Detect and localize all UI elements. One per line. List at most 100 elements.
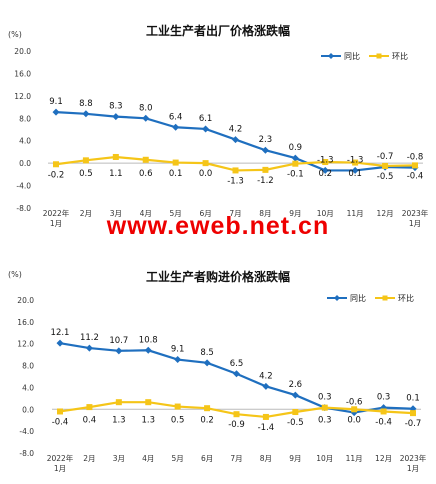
x-tick-label: 3月 [110,209,122,218]
data-label: -0.7 [405,419,422,429]
data-point-marker [262,166,269,173]
legend-label: 环比 [398,293,414,303]
data-label: 0.3 [318,393,332,403]
data-label: -1.2 [257,176,274,186]
chart-purchase-price: 工业生产者购进价格涨跌幅 (%) 20.0 16.0 12.0 8.0 4.0 0.0 -4… [0,262,436,484]
y-tick-label: 20.0 [17,296,34,305]
data-point-marker [115,399,122,406]
data-label: 9.1 [49,97,63,107]
chart-plot: 20.0 16.0 12.0 8.0 4.0 0.0 -4.0 -8.0 2022年 1月 2月 3月… [14,47,428,228]
data-point-marker [142,156,149,163]
x-tick-label: 12月 [377,209,394,218]
data-label: 10.7 [109,336,128,346]
data-label: -1.3 [227,176,244,186]
y-tick-label: 12.0 [17,340,34,349]
y-tick-label: 12.0 [14,92,31,101]
y-tick-label: 4.0 [22,383,34,392]
y-tick-label: 20.0 [14,47,31,56]
legend-marker [328,53,334,59]
data-label: 0.5 [79,169,93,179]
data-label: 12.1 [51,328,70,338]
y-axis-unit: (%) [8,30,22,39]
data-label: 0.1 [406,394,420,404]
data-label: 0.1 [348,169,362,179]
data-point-marker [86,404,93,411]
data-label: 6.1 [199,114,213,124]
x-tick-label: 2023年 1月 [402,208,429,228]
data-label: 10.8 [139,335,158,345]
data-point-marker [232,136,239,144]
data-point-marker [292,160,299,167]
x-tick-label: 7月 [229,209,241,218]
data-point-marker [115,347,123,355]
data-point-marker [82,110,90,118]
data-label: -0.6 [346,398,363,408]
chart-title: 工业生产者购进价格涨跌幅 [145,270,290,284]
legend-label: 同比 [344,51,360,61]
data-point-marker [233,411,240,418]
y-tick-label: 16.0 [17,318,34,327]
x-tick-label: 2022年 1月 [43,208,70,228]
x-tick-label: 4月 [140,209,152,218]
data-label: 6.4 [169,112,183,122]
data-label: 8.5 [200,348,214,358]
x-tick-label: 6月 [201,454,213,463]
data-point-marker [262,413,269,420]
data-point-marker [204,405,211,412]
x-tick-label: 8月 [259,209,271,218]
data-point-marker [321,166,329,174]
y-tick-label: -8.0 [16,204,31,213]
data-point-marker [52,108,60,116]
data-point-marker [322,159,329,166]
x-tick-label: 11月 [346,454,363,463]
data-label: 11.2 [80,333,99,343]
y-axis-unit: (%) [8,270,22,279]
y-tick-label: -8.0 [19,449,34,458]
y-tick-label: 8.0 [19,114,31,123]
legend-label: 环比 [392,51,408,61]
legend-label: 同比 [350,293,366,303]
data-label: -0.5 [377,172,394,182]
data-label: -0.9 [228,420,245,430]
data-point-marker [291,154,299,162]
x-tick-label: 9月 [289,454,301,463]
data-label: -0.1 [287,170,304,180]
y-tick-label: -4.0 [19,427,34,436]
data-label: 1.1 [109,169,123,179]
data-point-marker [382,162,389,169]
data-label: -1.3 [347,155,364,165]
data-label: -1.3 [317,155,334,165]
y-tick-label: -4.0 [16,182,31,191]
data-label: 0.4 [83,415,97,425]
y-tick-label: 8.0 [22,362,34,371]
data-label: -0.2 [48,170,65,180]
data-point-marker [172,159,179,166]
x-tick-label: 8月 [260,454,272,463]
data-point-marker [261,146,269,154]
data-point-marker [56,339,64,347]
chart-output-price: 工业生产者出厂价格涨跌幅 (%) 20.0 16.0 12.0 8.0 4.0 0.0 -4… [0,0,436,228]
data-label: 1.3 [112,415,126,425]
x-tick-label: 4月 [142,454,154,463]
data-point-marker [352,159,359,166]
data-label: -0.4 [407,171,424,181]
legend-marker [382,295,388,301]
x-tick-label: 10月 [316,454,333,463]
data-label: -0.7 [377,152,394,162]
data-label: 2.3 [259,135,273,145]
x-tick-label: 2022年 1月 [47,453,74,473]
data-point-marker [321,404,328,411]
data-point-marker [174,403,181,410]
data-label: 1.3 [141,415,155,425]
data-label: 0.2 [200,415,214,425]
data-label: 0.2 [318,169,332,179]
data-label: -0.4 [52,417,69,427]
data-point-marker [202,125,210,133]
data-point-marker [202,160,209,167]
data-label: -1.4 [258,423,275,433]
data-label: 8.8 [79,99,93,109]
data-point-marker [172,123,180,131]
data-point-marker [232,167,239,174]
data-point-marker [350,409,358,417]
x-tick-label: 2023年 1月 [400,453,427,473]
